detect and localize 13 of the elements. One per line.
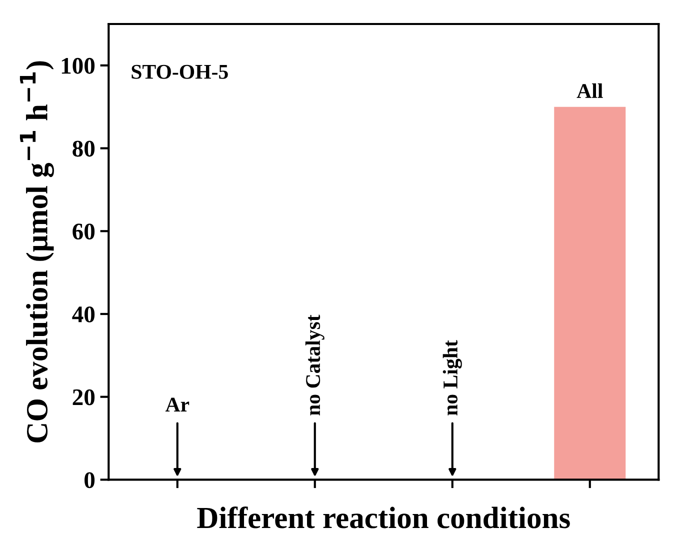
x-tick-label: Ar (165, 398, 190, 412)
y-tick-label: 60 (72, 224, 95, 240)
x-tick-label: no Light (442, 340, 462, 416)
y-tick-label: 80 (72, 140, 95, 157)
x-tick-label: no Catalyst (305, 314, 324, 416)
annotation: STO-OH-5 (132, 64, 228, 79)
x-axis-title: Different reaction conditions (197, 506, 570, 528)
y-axis-title: CO evolution (μmol g$^{−1}$ h$^{−1}$) (20, 61, 54, 442)
x-tick-label: All (576, 83, 603, 98)
y-tick-label: 100 (62, 58, 95, 74)
y-tick-label: 20 (72, 389, 95, 406)
y-tick-label: 0 (84, 472, 95, 488)
y-tick-label: 40 (72, 306, 95, 322)
